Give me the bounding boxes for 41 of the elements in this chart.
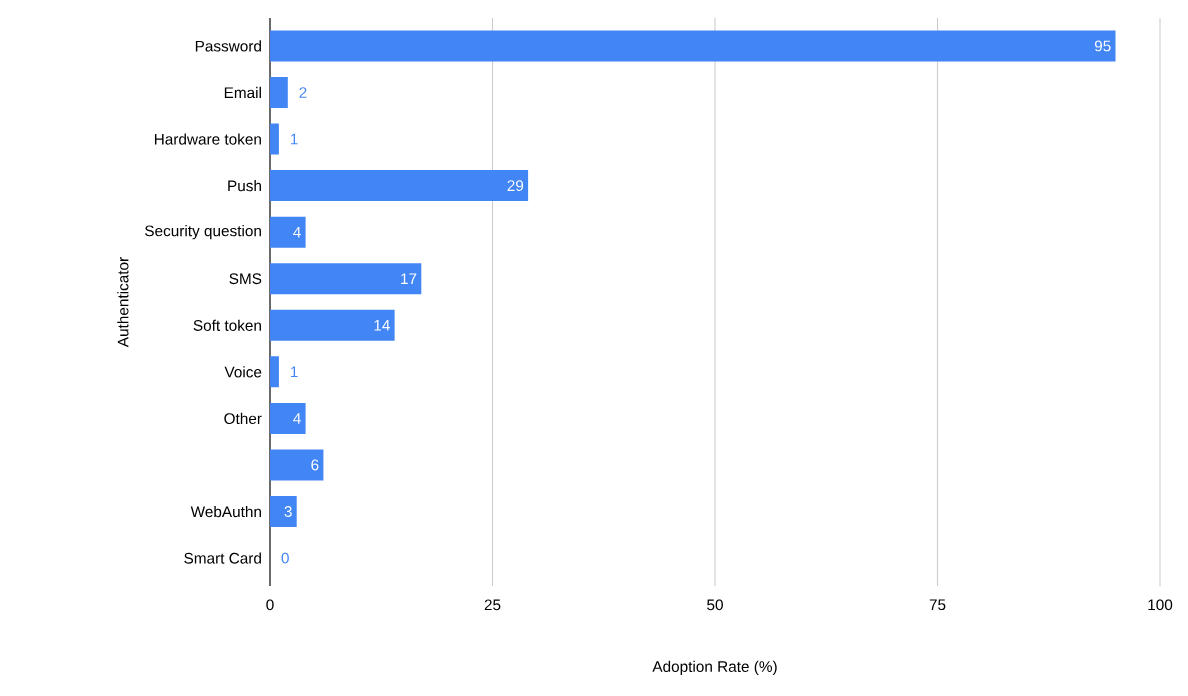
data-label: 2 [299, 87, 307, 98]
x-tick-label: 50 [707, 599, 723, 611]
y-tick-label: Other [224, 412, 262, 425]
bar [270, 356, 279, 388]
data-label: 14 [374, 320, 390, 331]
data-label: 6 [311, 459, 319, 471]
data-label: 1 [291, 366, 298, 378]
y-tick-label: Voice [224, 366, 262, 378]
y-tick-label: Push [228, 179, 261, 192]
bar [270, 123, 279, 155]
bar [270, 263, 422, 295]
x-tick-label: 0 [266, 599, 274, 611]
bar [270, 449, 324, 481]
bar [270, 216, 306, 248]
y-axis-title: Authenticator [117, 257, 129, 348]
y-tick-label: Password [195, 40, 261, 52]
y-tick-label: Soft token [193, 319, 261, 331]
bar [270, 309, 395, 341]
x-tick-label: 100 [1148, 599, 1173, 611]
x-tick-label: 25 [484, 599, 501, 611]
data-label: 1 [291, 133, 298, 145]
bar [270, 170, 529, 202]
y-tick-label: Email [224, 86, 261, 99]
x-axis-title: Adoption Rate (%) [652, 660, 777, 676]
y-tick-label: Hardware token [154, 133, 261, 145]
data-label: 0 [281, 552, 289, 564]
y-tick-label: Smart Card [184, 552, 261, 564]
data-label: 29 [507, 180, 524, 192]
bar [270, 76, 288, 108]
y-tick-label: WebAuthn [190, 505, 261, 518]
y-tick-label: Security question [145, 225, 261, 240]
data-label: 4 [293, 226, 301, 238]
bar [270, 30, 1116, 62]
y-tick-label: SMS [229, 273, 262, 285]
data-label: 95 [1094, 40, 1111, 52]
data-label: 3 [284, 506, 292, 517]
bar [270, 496, 297, 528]
x-tick-label: 75 [929, 599, 946, 611]
bar [270, 402, 306, 434]
data-label: 17 [401, 273, 417, 284]
data-label: 4 [293, 413, 301, 424]
